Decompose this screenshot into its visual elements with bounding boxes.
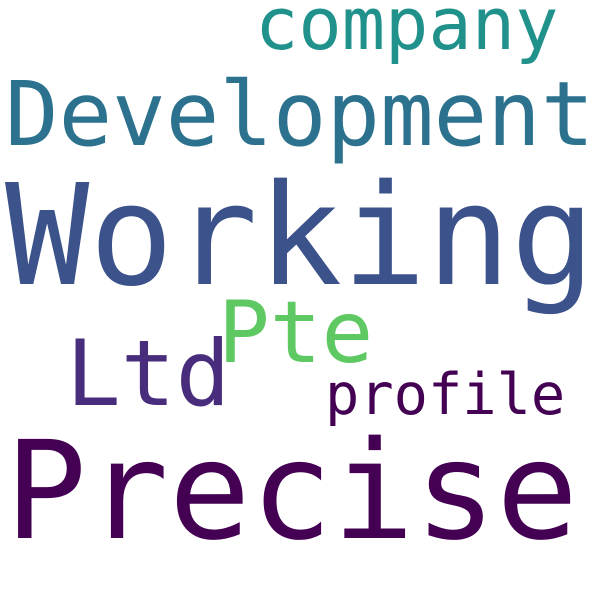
word-company: company: [255, 0, 559, 66]
word-development: Development: [5, 62, 595, 166]
word-precise: Precise: [5, 413, 579, 571]
word-profile: profile: [325, 362, 566, 428]
word-ltd: Ltd: [66, 322, 231, 427]
word-pte: Pte: [218, 283, 374, 383]
word-working: Working: [5, 155, 596, 318]
